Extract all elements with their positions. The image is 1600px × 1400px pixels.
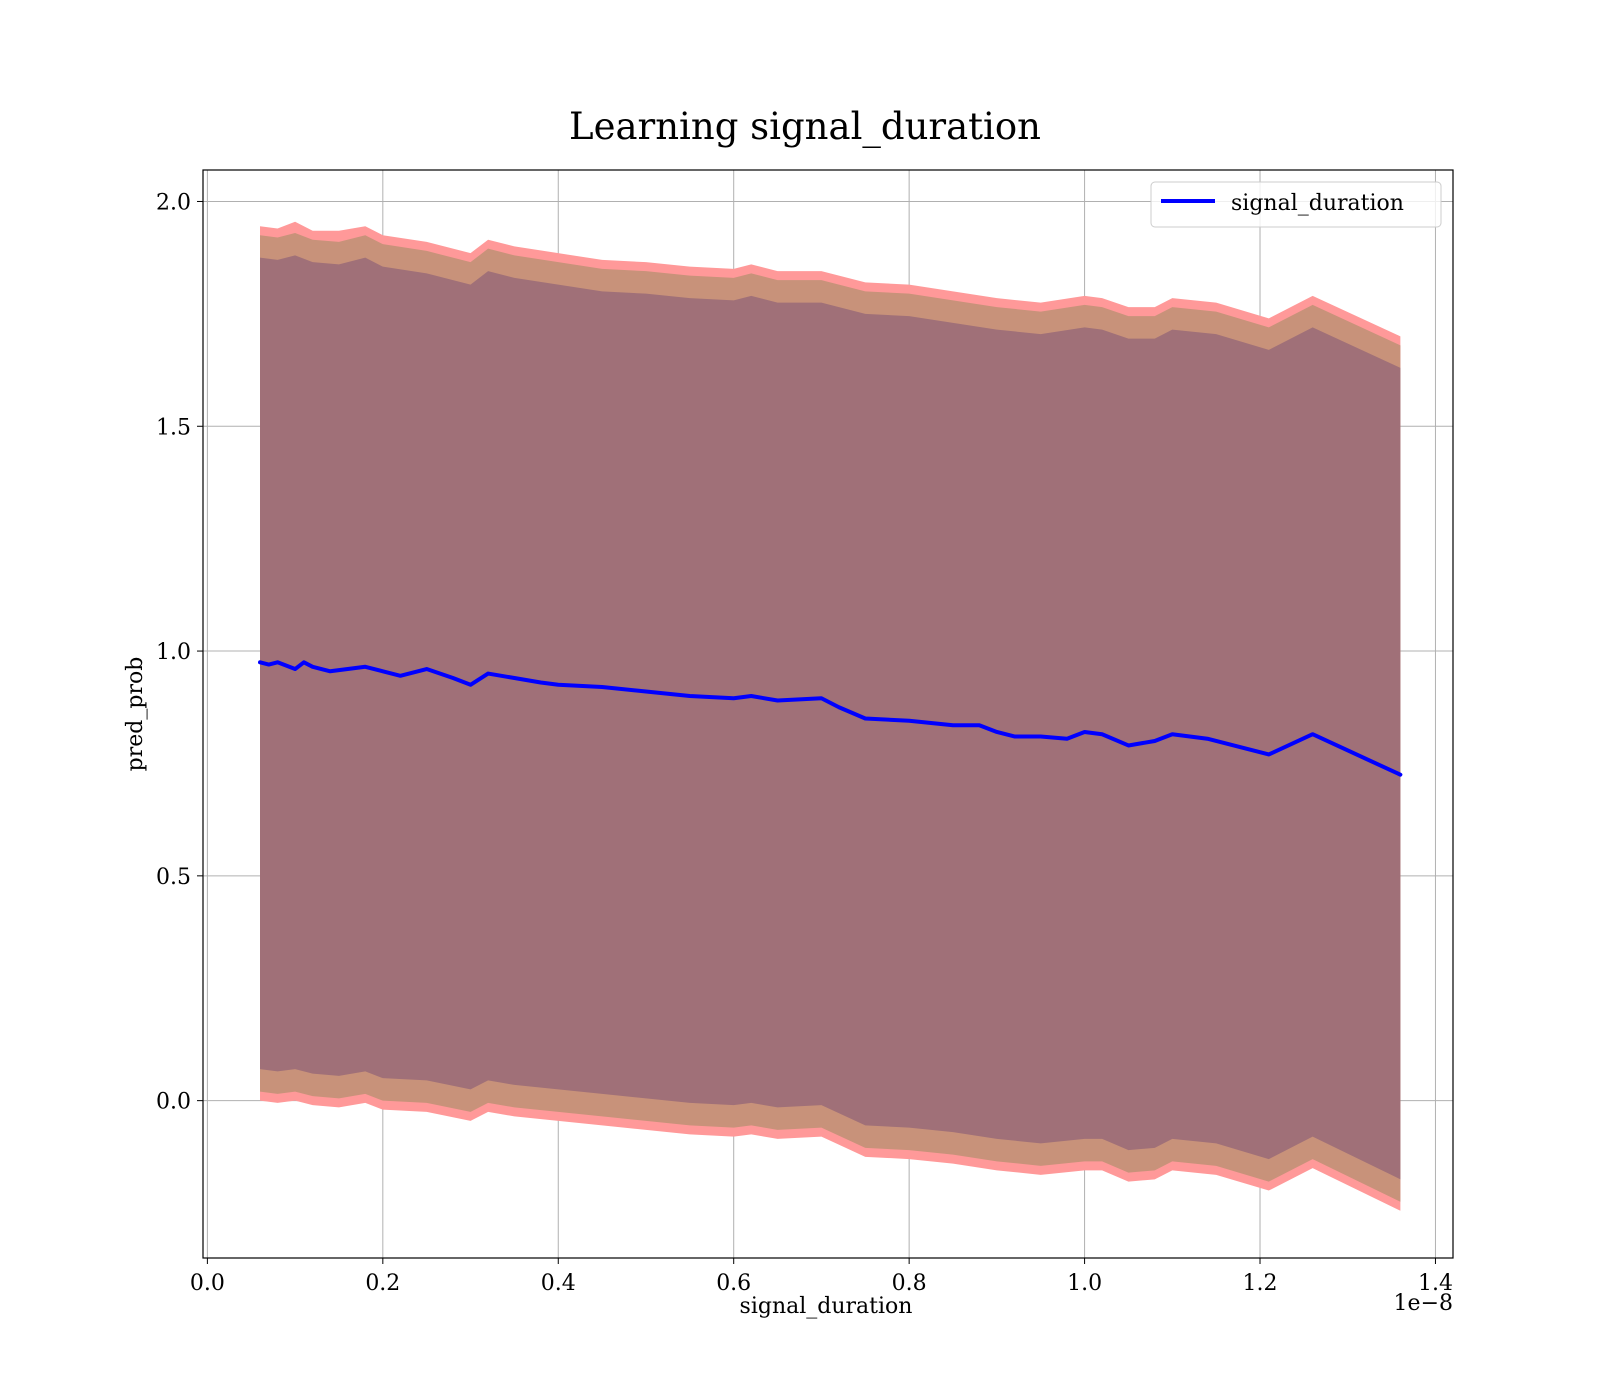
x-tick-label: 0.0 [190,1271,225,1296]
x-tick-label: 1.0 [1067,1271,1102,1296]
chart-title: Learning signal_duration [569,105,1041,149]
x-tick-label: 0.8 [892,1271,927,1296]
series-line-signal-duration [258,660,1403,777]
series-lines [258,660,1403,777]
y-tick-label: 1.5 [156,415,191,440]
x-tick-label: 1.4 [1418,1271,1453,1296]
x-axis-ticks: 0.0 0.2 0.4 0.6 0.8 1.0 1.2 1.4 [190,1258,1453,1296]
inner-confidence-band [260,255,1401,1180]
y-tick-label: 0.0 [156,1090,191,1115]
x-axis-offset-text: 1e−8 [1394,1291,1453,1316]
y-tick-label: 1.0 [156,640,191,665]
y-axis-ticks: 0.0 0.5 1.0 1.5 2.0 [156,190,203,1115]
axes-frame [202,169,1454,1259]
x-tick-label: 1.2 [1243,1271,1278,1296]
x-tick-label: 0.2 [365,1271,400,1296]
legend-box [1150,181,1442,228]
y-axis-label: pred_prob [123,657,148,772]
x-tick-label: 0.4 [541,1271,576,1296]
plot-area [202,169,1454,1259]
legend: signal_duration [1150,181,1442,228]
y-tick-label: 0.5 [156,865,191,890]
legend-label-signal-duration: signal_duration [1231,191,1404,216]
y-tick-label: 2.0 [156,190,191,215]
confidence-bands [260,221,1401,1211]
x-tick-label: 0.6 [716,1271,751,1296]
x-axis-label: signal_duration [740,1294,913,1319]
